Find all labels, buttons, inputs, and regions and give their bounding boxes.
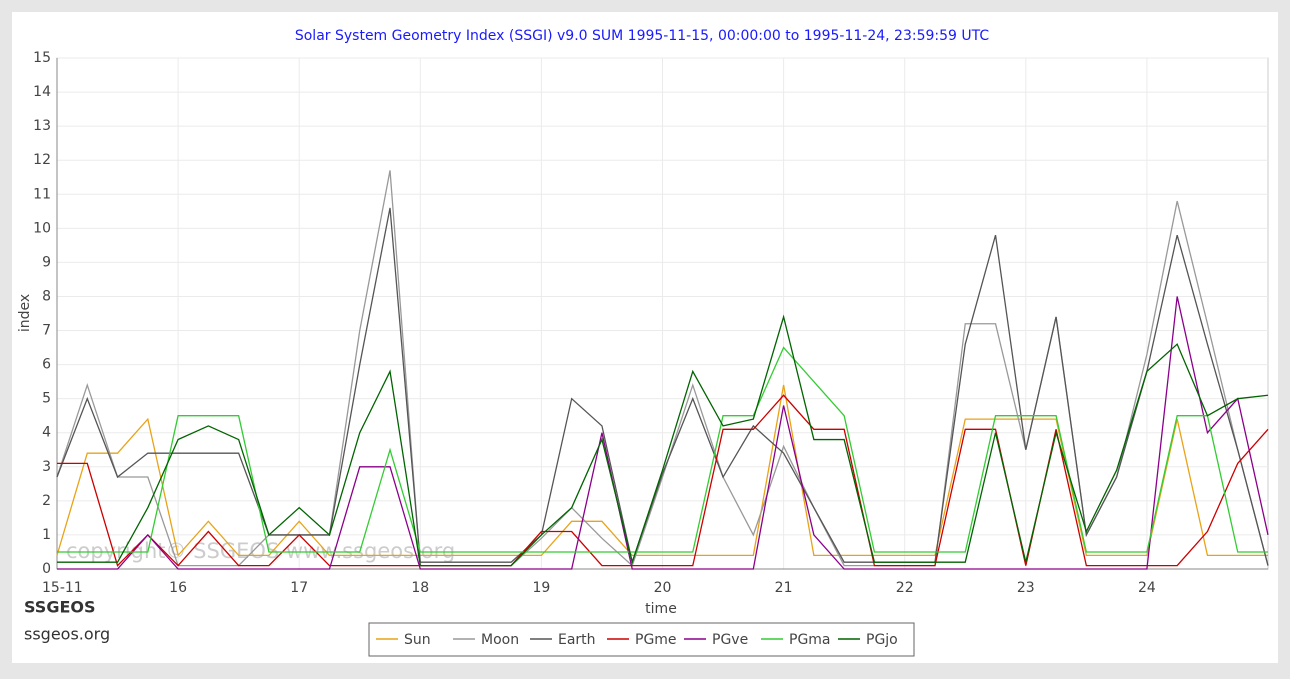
legend-label: PGjo bbox=[866, 632, 898, 648]
x-tick-label: 20 bbox=[654, 580, 672, 596]
y-tick-label: 8 bbox=[42, 288, 51, 304]
x-tick-label: 18 bbox=[411, 580, 429, 596]
panel bbox=[12, 12, 1278, 663]
legend-label: PGma bbox=[789, 632, 831, 648]
y-tick-label: 13 bbox=[33, 118, 51, 134]
y-axis-label: index bbox=[17, 294, 33, 332]
series-line bbox=[57, 346, 1268, 553]
y-tick-label: 1 bbox=[42, 527, 51, 543]
y-tick-label: 12 bbox=[33, 152, 51, 168]
y-tick-label: 11 bbox=[33, 186, 51, 202]
legend-label: Moon bbox=[481, 632, 519, 648]
x-tick-label: 19 bbox=[532, 580, 550, 596]
x-axis-label: time bbox=[645, 601, 677, 617]
x-tick-label: 23 bbox=[1017, 580, 1035, 596]
series-line bbox=[57, 296, 1269, 570]
x-tick-label: 21 bbox=[775, 580, 793, 596]
legend-label: Earth bbox=[558, 632, 596, 648]
y-tick-label: 4 bbox=[42, 425, 51, 441]
series-line bbox=[57, 394, 1269, 567]
legend-label: Sun bbox=[404, 632, 431, 648]
brand: SSGEOS bbox=[24, 598, 96, 617]
y-tick-label: 6 bbox=[42, 357, 51, 373]
chart-title: Solar System Geometry Index (SSGI) v9.0 … bbox=[295, 28, 989, 44]
y-tick-label: 15 bbox=[33, 50, 51, 66]
legend-label: PGme bbox=[635, 632, 677, 648]
y-tick-label: 9 bbox=[42, 254, 51, 270]
y-tick-label: 5 bbox=[42, 391, 51, 407]
brand-url: ssgeos.org bbox=[24, 625, 110, 644]
x-tick-label: 16 bbox=[169, 580, 187, 596]
y-tick-label: 3 bbox=[42, 459, 51, 475]
x-tick-label: 17 bbox=[290, 580, 308, 596]
y-tick-label: 14 bbox=[33, 84, 51, 100]
series-line bbox=[57, 314, 1269, 567]
y-tick-label: 2 bbox=[42, 493, 51, 509]
x-tick-label: 22 bbox=[896, 580, 914, 596]
x-tick-label: 15-11 bbox=[42, 580, 83, 596]
legend-label: PGve bbox=[712, 632, 748, 648]
y-tick-label: 10 bbox=[33, 220, 51, 236]
x-tick-label: 24 bbox=[1138, 580, 1156, 596]
y-tick-label: 0 bbox=[42, 561, 51, 577]
y-tick-label: 7 bbox=[42, 323, 51, 339]
